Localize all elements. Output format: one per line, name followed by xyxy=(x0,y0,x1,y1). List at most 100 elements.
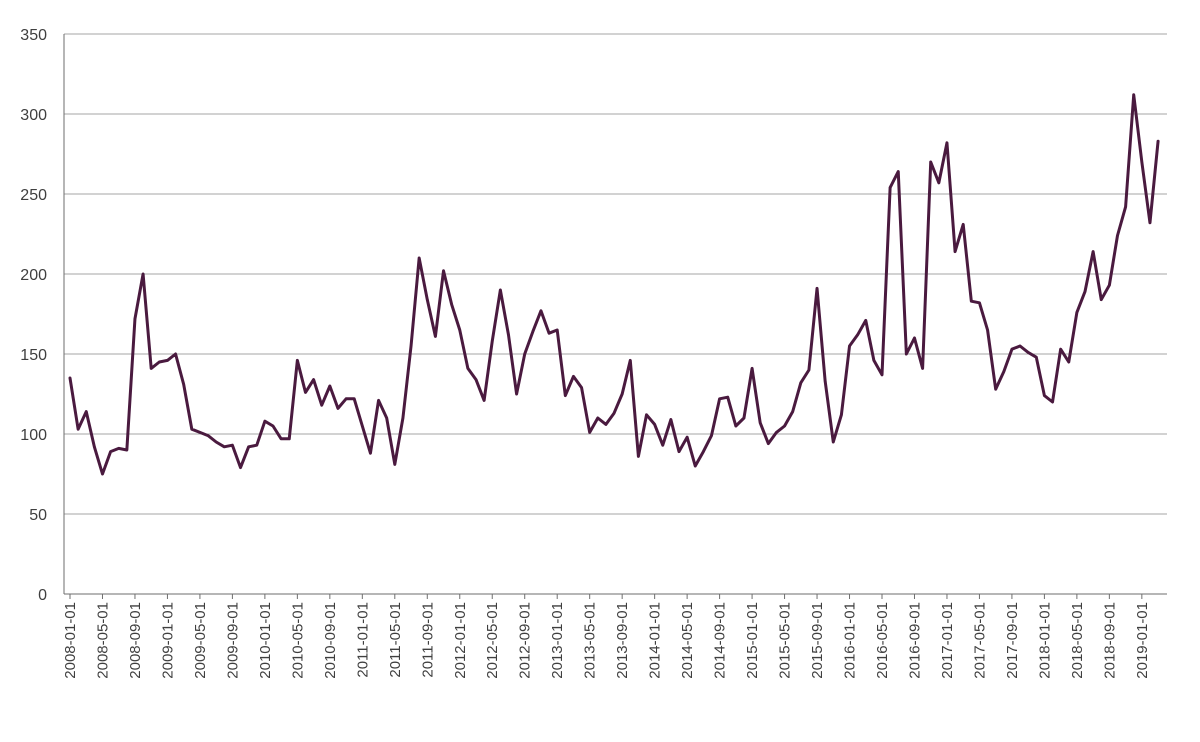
data-point xyxy=(288,437,291,440)
data-point xyxy=(888,186,892,189)
data-point xyxy=(637,455,640,458)
data-point xyxy=(101,472,104,476)
data-point xyxy=(231,444,234,447)
data-point xyxy=(880,373,884,376)
data-point xyxy=(783,424,786,428)
data-point xyxy=(409,344,413,348)
data-point xyxy=(1100,298,1103,301)
data-point xyxy=(1083,290,1087,293)
data-point xyxy=(125,448,129,452)
x-tick-label: 2010-09-01 xyxy=(322,602,339,679)
x-tick-label: 2009-09-01 xyxy=(224,602,241,679)
data-point xyxy=(572,375,575,378)
data-point xyxy=(271,424,275,428)
data-point xyxy=(190,428,193,431)
data-point xyxy=(556,328,559,332)
data-point xyxy=(1026,351,1030,354)
data-point xyxy=(604,423,608,426)
x-tick-label: 2010-01-01 xyxy=(257,602,274,679)
x-tick-label: 2011-05-01 xyxy=(387,602,404,678)
data-point xyxy=(677,450,681,453)
data-point xyxy=(320,404,323,407)
data-point xyxy=(905,352,908,356)
data-point xyxy=(807,368,811,372)
x-tick-label: 2019-01-01 xyxy=(1134,602,1151,679)
data-point xyxy=(158,360,161,364)
x-tick-label: 2013-05-01 xyxy=(582,602,599,679)
data-point xyxy=(76,428,80,431)
data-point xyxy=(775,431,778,434)
x-tick-label: 2014-01-01 xyxy=(647,602,664,679)
x-tick-label: 2009-05-01 xyxy=(192,602,209,679)
data-point xyxy=(694,464,697,468)
data-point xyxy=(897,170,900,173)
data-point xyxy=(361,424,364,428)
data-point xyxy=(474,378,478,381)
data-point xyxy=(978,301,981,304)
data-point xyxy=(840,413,843,416)
data-point xyxy=(669,418,673,421)
data-point xyxy=(953,250,957,253)
data-point xyxy=(296,359,299,362)
data-point xyxy=(1067,360,1070,364)
data-point xyxy=(214,440,218,444)
data-point xyxy=(620,392,624,396)
axes xyxy=(63,34,1167,599)
data-point xyxy=(539,309,543,312)
data-point xyxy=(994,388,997,391)
data-point xyxy=(85,410,88,413)
data-point xyxy=(353,397,356,400)
data-point xyxy=(1091,250,1095,253)
x-tick-label: 2018-05-01 xyxy=(1069,602,1086,679)
y-tick-label: 100 xyxy=(20,427,47,444)
y-tick-label: 150 xyxy=(20,347,47,364)
data-point xyxy=(68,376,72,380)
x-tick-label: 2008-09-01 xyxy=(127,602,144,679)
gridlines xyxy=(64,33,1167,515)
data-point xyxy=(750,367,754,370)
data-point xyxy=(726,396,729,399)
data-point xyxy=(417,256,421,260)
data-point xyxy=(767,442,770,445)
data-point xyxy=(564,394,567,397)
data-point xyxy=(759,421,762,424)
data-point xyxy=(913,336,916,340)
x-tick-label: 2015-05-01 xyxy=(777,602,794,679)
x-tick-label: 2017-01-01 xyxy=(939,602,956,679)
data-point xyxy=(426,298,429,301)
x-tick-label: 2009-01-01 xyxy=(159,602,176,679)
data-point xyxy=(174,352,177,356)
data-point xyxy=(1075,311,1079,314)
x-tick-label: 2017-09-01 xyxy=(1004,602,1021,679)
data-point xyxy=(377,399,380,402)
data-point xyxy=(645,413,648,416)
data-point xyxy=(166,359,169,362)
data-point xyxy=(328,384,332,388)
data-point xyxy=(1059,348,1062,351)
data-point xyxy=(848,344,851,348)
data-point xyxy=(791,410,794,413)
data-point xyxy=(588,431,591,434)
y-tick-label: 350 xyxy=(20,27,47,44)
data-point xyxy=(93,445,96,448)
x-tick-label: 2011-09-01 xyxy=(419,602,436,678)
series-line xyxy=(68,93,1160,476)
y-tick-labels: 0 50 100 150 200 250 300 350 xyxy=(20,27,47,604)
y-tick-label: 300 xyxy=(20,107,47,124)
x-tick-label: 2017-05-01 xyxy=(971,602,988,679)
data-point xyxy=(239,466,242,469)
x-tick-label: 2010-05-01 xyxy=(289,602,306,679)
data-point xyxy=(1156,140,1160,143)
data-point xyxy=(515,392,518,396)
data-point xyxy=(279,437,283,440)
data-point xyxy=(945,141,949,144)
data-point xyxy=(1051,400,1054,404)
x-tick-label: 2014-09-01 xyxy=(712,602,729,679)
data-point xyxy=(133,317,137,320)
data-point xyxy=(466,367,470,370)
data-point xyxy=(385,416,388,420)
x-tick-label: 2015-09-01 xyxy=(809,602,826,679)
y-tick-label: 200 xyxy=(20,267,47,284)
data-point xyxy=(117,447,120,450)
